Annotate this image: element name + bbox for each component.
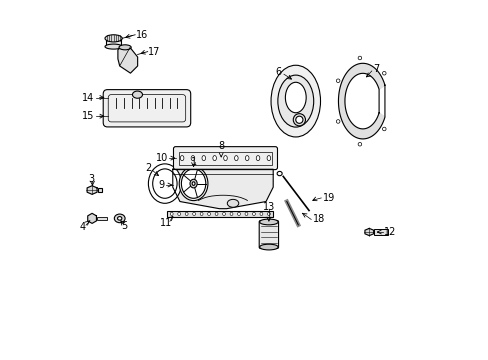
Ellipse shape: [259, 219, 278, 225]
Text: 9: 9: [159, 180, 164, 190]
Ellipse shape: [227, 199, 238, 207]
Polygon shape: [87, 186, 97, 194]
Text: 16: 16: [136, 30, 148, 40]
Ellipse shape: [244, 212, 247, 216]
Bar: [97, 217, 107, 220]
Text: 13: 13: [262, 202, 274, 212]
Text: 19: 19: [322, 193, 334, 203]
Ellipse shape: [293, 114, 305, 126]
Ellipse shape: [234, 156, 238, 161]
Ellipse shape: [270, 65, 320, 137]
Ellipse shape: [245, 156, 248, 161]
Ellipse shape: [215, 157, 226, 165]
Bar: [98, 188, 102, 192]
Ellipse shape: [181, 169, 205, 198]
Ellipse shape: [357, 143, 361, 146]
Ellipse shape: [285, 82, 305, 113]
Ellipse shape: [170, 212, 173, 216]
FancyBboxPatch shape: [259, 221, 278, 248]
Ellipse shape: [191, 156, 194, 161]
Text: 1: 1: [190, 157, 196, 167]
Ellipse shape: [117, 217, 122, 220]
Text: 17: 17: [148, 46, 161, 57]
Ellipse shape: [202, 156, 205, 161]
Bar: [178, 152, 272, 165]
Ellipse shape: [200, 212, 203, 216]
Ellipse shape: [277, 75, 313, 127]
Bar: [167, 211, 273, 217]
Text: 5: 5: [121, 221, 127, 230]
Text: 2: 2: [145, 163, 151, 173]
Ellipse shape: [357, 56, 361, 60]
Ellipse shape: [192, 212, 195, 216]
Text: 10: 10: [155, 153, 167, 163]
Ellipse shape: [148, 164, 181, 203]
Ellipse shape: [105, 44, 122, 49]
Ellipse shape: [218, 159, 224, 163]
Polygon shape: [172, 169, 273, 209]
Ellipse shape: [259, 244, 278, 250]
Polygon shape: [338, 63, 384, 139]
Ellipse shape: [180, 156, 183, 161]
Ellipse shape: [252, 212, 255, 216]
Ellipse shape: [114, 214, 125, 223]
Ellipse shape: [190, 179, 197, 188]
Ellipse shape: [382, 71, 385, 75]
Ellipse shape: [179, 167, 207, 201]
Ellipse shape: [132, 91, 142, 98]
Ellipse shape: [223, 156, 227, 161]
Ellipse shape: [222, 212, 225, 216]
Ellipse shape: [229, 212, 232, 216]
Bar: [373, 229, 387, 234]
Text: 4: 4: [79, 222, 85, 231]
Ellipse shape: [295, 116, 303, 123]
Text: 6: 6: [275, 67, 281, 77]
Text: 12: 12: [384, 227, 396, 237]
Text: 15: 15: [82, 111, 94, 121]
Ellipse shape: [207, 212, 210, 216]
Ellipse shape: [185, 212, 188, 216]
Ellipse shape: [260, 212, 263, 216]
Ellipse shape: [152, 169, 177, 198]
Ellipse shape: [266, 156, 270, 161]
Ellipse shape: [119, 45, 131, 50]
Text: 3: 3: [88, 174, 94, 184]
Text: 8: 8: [218, 141, 224, 151]
Polygon shape: [87, 213, 96, 224]
Polygon shape: [118, 48, 137, 73]
Text: 7: 7: [372, 64, 379, 74]
Ellipse shape: [256, 156, 259, 161]
Text: 14: 14: [82, 93, 94, 103]
Ellipse shape: [237, 212, 240, 216]
Bar: [105, 39, 121, 46]
FancyBboxPatch shape: [173, 147, 277, 170]
Ellipse shape: [212, 156, 216, 161]
Ellipse shape: [192, 182, 195, 185]
Ellipse shape: [336, 79, 339, 82]
Text: 11: 11: [159, 218, 171, 228]
Polygon shape: [364, 228, 373, 235]
Ellipse shape: [382, 127, 385, 131]
Ellipse shape: [215, 212, 218, 216]
Ellipse shape: [177, 212, 180, 216]
Ellipse shape: [267, 212, 270, 216]
Ellipse shape: [336, 120, 339, 123]
Text: 18: 18: [312, 215, 324, 224]
Ellipse shape: [105, 35, 122, 42]
FancyBboxPatch shape: [103, 90, 190, 127]
